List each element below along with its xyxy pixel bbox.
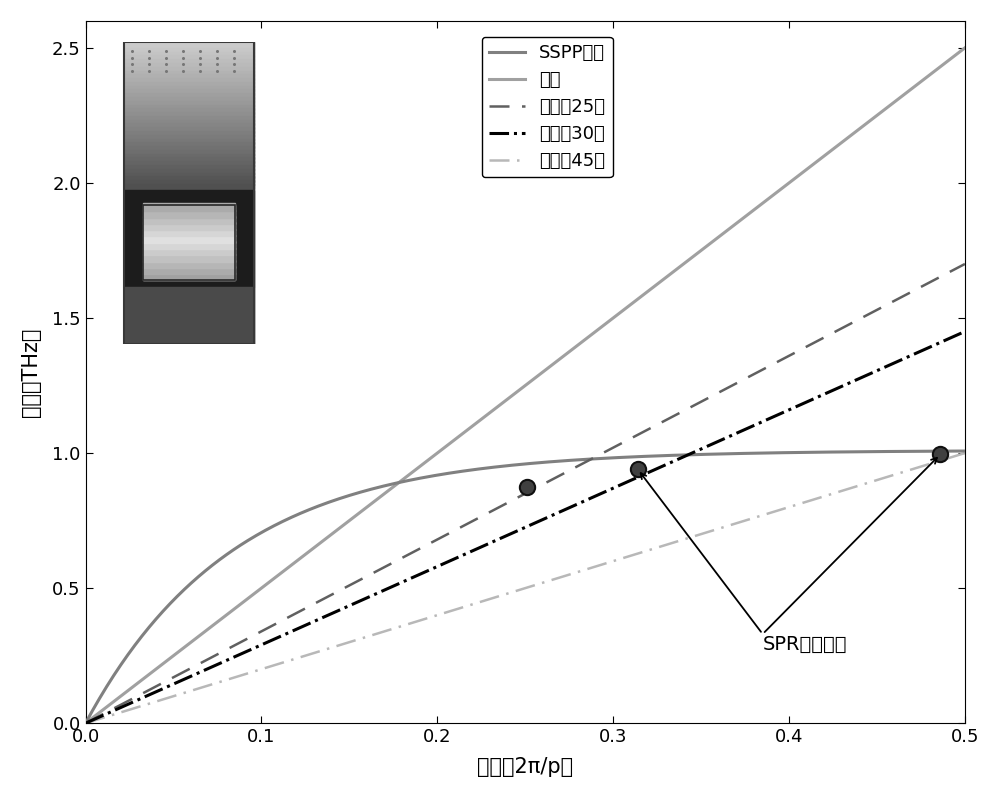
光线 (502, 393, 514, 403)
光线 (938, 59, 950, 69)
入射贠45度 (938, 455, 950, 464)
入射贠30度 (603, 485, 615, 495)
SSPP色散 (80, 718, 92, 728)
入射贠25度 (800, 342, 812, 352)
入射贠45度 (555, 572, 567, 582)
Line: 入射贠45度: 入射贠45度 (86, 453, 965, 723)
Line: SSPP色散: SSPP色散 (86, 451, 965, 723)
SSPP色散 (603, 453, 615, 463)
光线 (497, 397, 509, 407)
光线 (959, 43, 971, 53)
入射贠45度 (80, 718, 92, 728)
入射贠30度 (938, 336, 950, 346)
Line: 入射贠30度: 入射贠30度 (86, 331, 965, 723)
SSPP色散 (959, 446, 971, 456)
X-axis label: 波矢（2π/p）: 波矢（2π/p） (477, 757, 573, 777)
光线 (80, 718, 92, 728)
入射贠30度 (80, 718, 92, 728)
SSPP色散 (555, 456, 567, 466)
Legend: SSPP色散, 光线, 入射贠25度, 入射贠30度, 入射贠45度: SSPP色散, 光线, 入射贠25度, 入射贠30度, 入射贠45度 (482, 37, 613, 177)
入射贠30度 (555, 507, 567, 516)
光线 (603, 317, 615, 326)
入射贠30度 (800, 397, 812, 407)
Y-axis label: 频率（THz）: 频率（THz） (21, 327, 41, 417)
SSPP色散 (938, 446, 950, 456)
Line: 光线: 光线 (86, 48, 965, 723)
入射贠30度 (959, 326, 971, 336)
入射贠45度 (502, 588, 514, 598)
入射贠25度 (959, 259, 971, 269)
入射贠30度 (502, 530, 514, 539)
光线 (555, 353, 567, 362)
入射贠45度 (603, 558, 615, 567)
入射贠25度 (502, 497, 514, 507)
SSPP色散 (497, 461, 509, 471)
入射贠25度 (555, 470, 567, 480)
入射贠25度 (603, 445, 615, 455)
入射贠45度 (800, 497, 812, 507)
光线 (800, 165, 812, 175)
入射贠30度 (497, 532, 509, 542)
SSPP色散 (502, 460, 514, 470)
入射贠45度 (497, 590, 509, 599)
Line: 入射贠25度: 入射贠25度 (86, 264, 965, 723)
入射贠25度 (80, 718, 92, 728)
入射贠25度 (938, 271, 950, 280)
SSPP色散 (800, 448, 812, 457)
入射贠25度 (497, 500, 509, 510)
Text: SPR耦合激发: SPR耦合激发 (763, 635, 847, 654)
入射贠45度 (959, 448, 971, 458)
